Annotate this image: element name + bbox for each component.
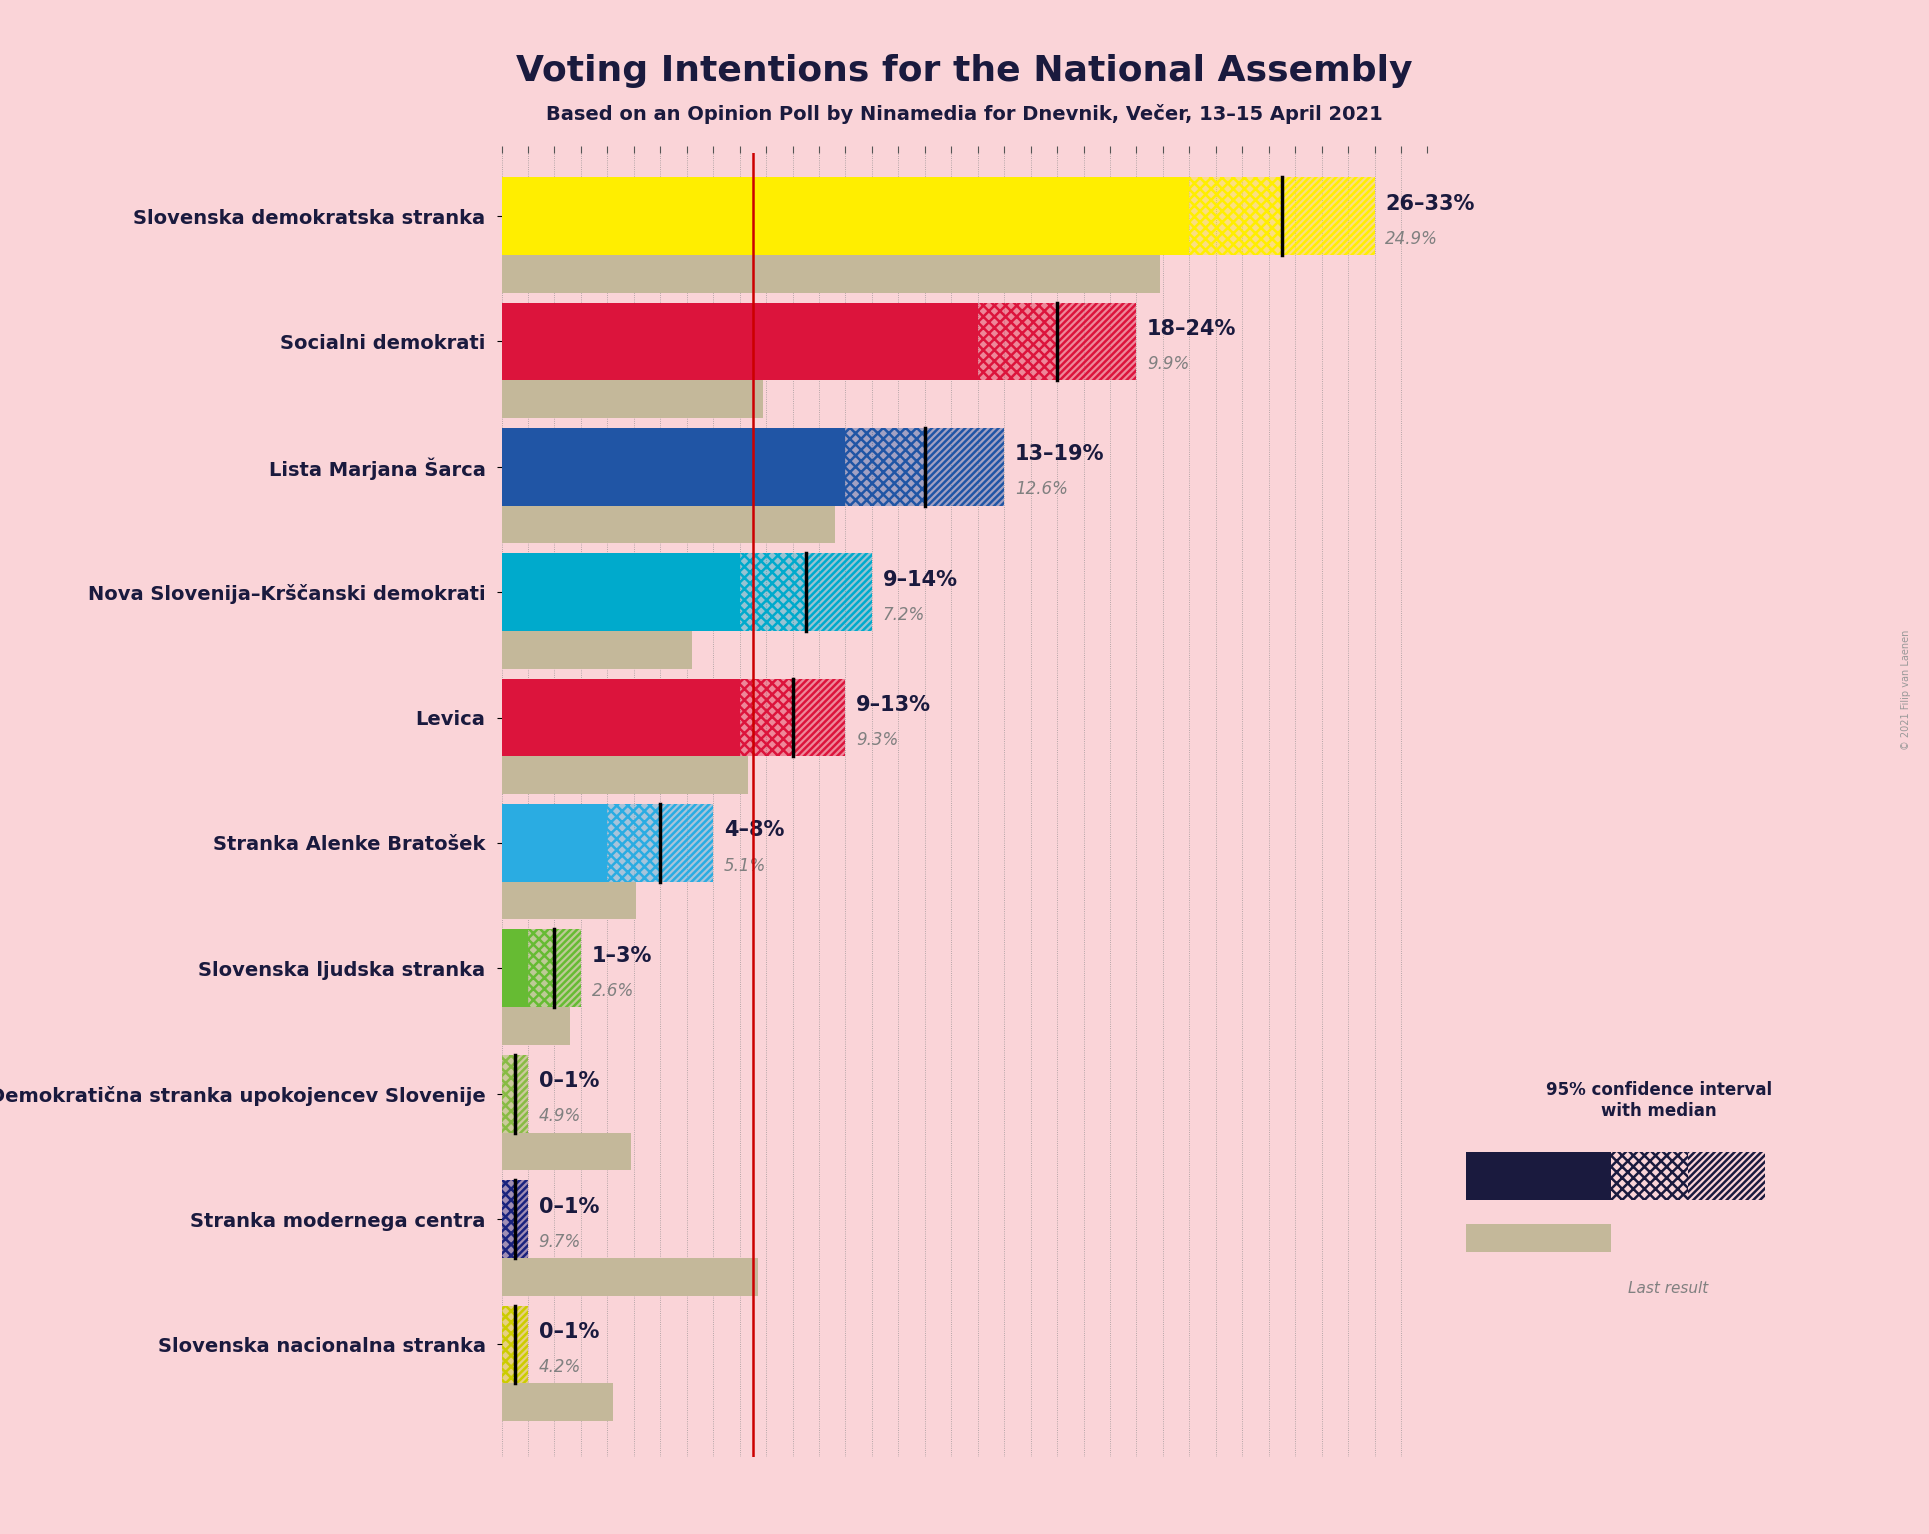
Bar — [608, 804, 660, 882]
Bar — [502, 1055, 515, 1132]
Text: 0–1%: 0–1% — [538, 1071, 598, 1091]
Text: 26–33%: 26–33% — [1385, 193, 1474, 213]
Bar — [1283, 178, 1375, 255]
Bar — [502, 1180, 515, 1258]
Text: 18–24%: 18–24% — [1148, 319, 1236, 339]
Bar — [608, 804, 660, 882]
Bar — [502, 678, 739, 756]
Text: 2.6%: 2.6% — [592, 982, 635, 1000]
Bar — [502, 1384, 613, 1420]
Bar — [924, 428, 1005, 506]
Bar — [502, 255, 1159, 293]
Bar — [1466, 1224, 1611, 1252]
Bar — [515, 1055, 529, 1132]
Bar — [502, 178, 1190, 255]
Bar — [515, 1305, 529, 1384]
Bar — [1466, 1152, 1611, 1200]
Bar — [554, 930, 581, 1008]
Bar — [502, 1305, 515, 1384]
Bar — [978, 302, 1057, 380]
Bar — [515, 1180, 529, 1258]
Bar — [502, 756, 748, 795]
Bar — [793, 678, 845, 756]
Bar — [806, 554, 872, 630]
Bar — [1190, 178, 1283, 255]
Bar — [502, 380, 764, 417]
Bar — [924, 428, 1005, 506]
Bar — [1283, 178, 1375, 255]
Bar — [978, 302, 1057, 380]
Text: 0–1%: 0–1% — [538, 1322, 598, 1342]
Text: 13–19%: 13–19% — [1015, 445, 1103, 465]
Text: 7.2%: 7.2% — [882, 606, 924, 624]
Text: © 2021 Filip van Laenen: © 2021 Filip van Laenen — [1900, 630, 1912, 750]
Bar — [806, 554, 872, 630]
Text: 9.9%: 9.9% — [1148, 354, 1190, 373]
Text: 9–14%: 9–14% — [882, 569, 957, 589]
Text: 5.1%: 5.1% — [723, 856, 766, 874]
Text: Based on an Opinion Poll by Ninamedia for Dnevnik, Večer, 13–15 April 2021: Based on an Opinion Poll by Ninamedia fo… — [546, 104, 1383, 124]
Text: Voting Intentions for the National Assembly: Voting Intentions for the National Assem… — [517, 54, 1412, 87]
Bar — [845, 428, 924, 506]
Text: Last result: Last result — [1628, 1281, 1709, 1296]
Bar — [739, 554, 806, 630]
Bar — [739, 678, 793, 756]
Bar — [502, 1008, 571, 1045]
Bar — [793, 678, 845, 756]
Text: 24.9%: 24.9% — [1385, 230, 1437, 247]
Bar — [502, 630, 693, 669]
Text: 12.6%: 12.6% — [1015, 480, 1067, 499]
Bar — [502, 1180, 515, 1258]
Text: 1–3%: 1–3% — [592, 946, 652, 966]
Bar — [845, 428, 924, 506]
Bar — [502, 1132, 631, 1170]
Bar — [502, 1258, 758, 1296]
Bar — [660, 804, 714, 882]
Bar — [515, 1305, 529, 1384]
Text: 95% confidence interval
with median: 95% confidence interval with median — [1545, 1081, 1773, 1120]
Text: 4.2%: 4.2% — [538, 1358, 581, 1376]
Text: 9–13%: 9–13% — [856, 695, 932, 715]
Text: 9.3%: 9.3% — [856, 732, 899, 749]
Text: 0–1%: 0–1% — [538, 1197, 598, 1216]
Bar — [1057, 302, 1136, 380]
Bar — [502, 930, 529, 1008]
Bar — [502, 506, 835, 543]
Bar — [554, 930, 581, 1008]
Bar — [1688, 1152, 1765, 1200]
Bar — [1057, 302, 1136, 380]
Bar — [502, 428, 845, 506]
Bar — [515, 1180, 529, 1258]
Bar — [660, 804, 714, 882]
Bar — [1190, 178, 1283, 255]
Bar — [502, 554, 739, 630]
Bar — [515, 1055, 529, 1132]
Bar — [529, 930, 554, 1008]
Text: 4–8%: 4–8% — [723, 821, 783, 841]
Text: 4.9%: 4.9% — [538, 1108, 581, 1126]
Bar — [502, 882, 637, 919]
Bar — [739, 554, 806, 630]
Bar — [502, 302, 978, 380]
Bar — [739, 678, 793, 756]
Bar — [502, 1055, 515, 1132]
Bar — [1611, 1152, 1688, 1200]
Bar — [502, 1305, 515, 1384]
Bar — [502, 804, 608, 882]
Bar — [529, 930, 554, 1008]
Text: 9.7%: 9.7% — [538, 1233, 581, 1250]
